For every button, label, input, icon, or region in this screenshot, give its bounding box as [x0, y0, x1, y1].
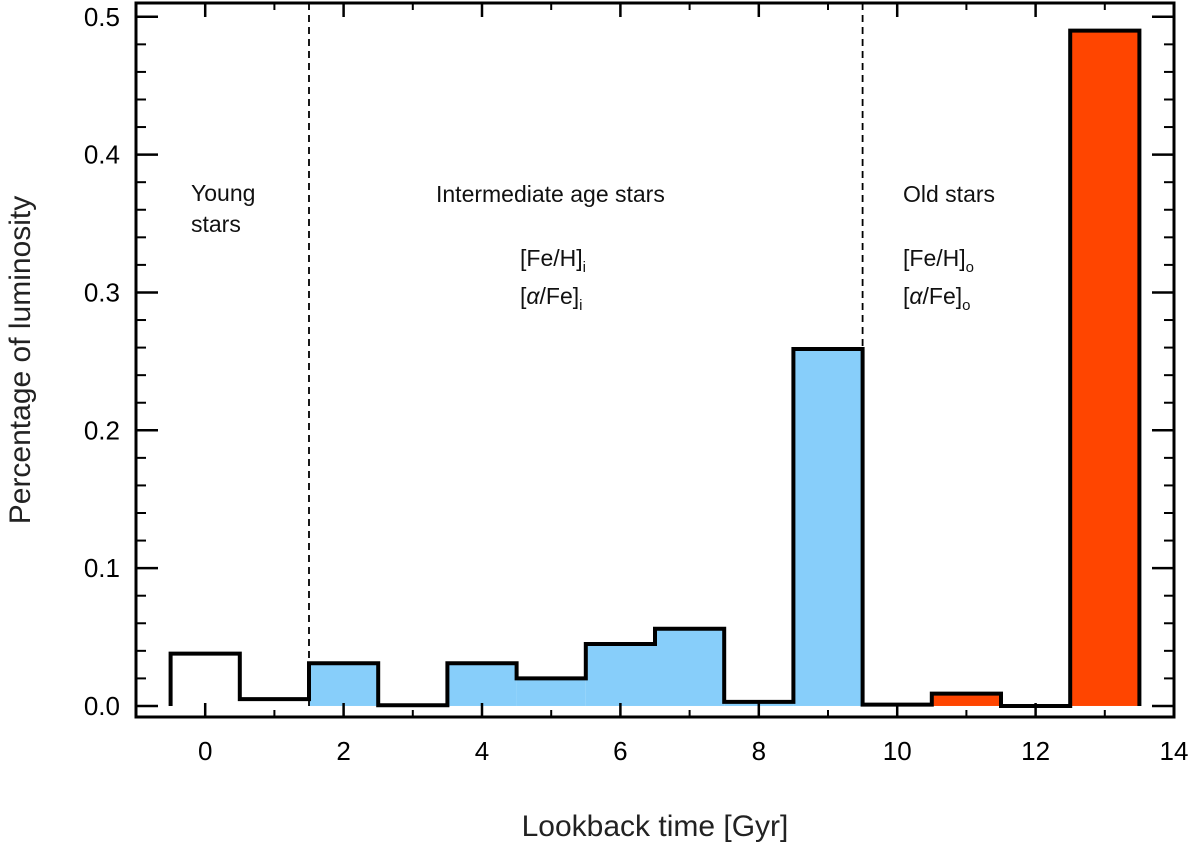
x-tick-label-4: 4: [475, 736, 489, 766]
annotation-afe-intermediate: [α/Fe]i: [520, 283, 582, 314]
afe-subscript-o: o: [962, 297, 970, 314]
x-tick-label-6: 6: [613, 736, 627, 766]
divider-lines: [308, 3, 864, 706]
x-tick-label-0: 0: [198, 736, 212, 766]
annotation-afe-old: [α/Fe]o: [903, 283, 970, 314]
annotation-intermediate: Intermediate age stars: [436, 181, 665, 207]
bar-4: [447, 663, 517, 706]
bar-2: [309, 663, 379, 706]
bar-6: [585, 643, 655, 706]
x-tick-label-8: 8: [752, 736, 766, 766]
feh-subscript-i: i: [583, 259, 586, 276]
afe-alpha-old: α: [909, 283, 923, 309]
y-axis-title: Percentage of luminosity: [4, 196, 37, 525]
feh-label-old: [Fe/H]: [903, 245, 966, 271]
y-tick-label-0.1: 0.1: [84, 553, 120, 583]
y-tick-label-0.2: 0.2: [84, 415, 120, 445]
bar-9: [793, 348, 863, 706]
afe-prefix-old: [: [903, 283, 910, 309]
histogram-outline: [168, 28, 1142, 708]
annotation-young-line1: Young: [191, 180, 255, 206]
annotation-old: Old stars: [903, 181, 995, 207]
afe-alpha: α: [526, 283, 540, 309]
afe-suffix: /Fe]: [540, 283, 580, 309]
feh-subscript-o: o: [966, 259, 974, 276]
y-tick-label-0.0: 0.0: [84, 691, 120, 721]
x-tick-label-12: 12: [1021, 736, 1050, 766]
bar-13: [1070, 30, 1140, 706]
x-tick-label-14: 14: [1160, 736, 1189, 766]
y-tick-label-0.5: 0.5: [84, 2, 120, 32]
afe-prefix: [: [520, 283, 527, 309]
axis-ticks: 0 2 4 6 8 10 12 14 0.0 0.1 0.2 0.3 0.4 0.5: [84, 2, 1189, 766]
x-tick-label-10: 10: [883, 736, 912, 766]
bar-0: [170, 653, 240, 706]
annotations: Young stars Intermediate age stars Old s…: [191, 180, 995, 314]
annotation-young-line2: stars: [191, 211, 241, 237]
y-tick-label-0.4: 0.4: [84, 140, 120, 170]
bar-11: [931, 693, 1001, 706]
afe-subscript-i: i: [579, 297, 582, 314]
annotation-feh-intermediate: [Fe/H]i: [520, 245, 586, 276]
x-axis-title: Lookback time [Gyr]: [522, 810, 789, 843]
annotation-feh-old: [Fe/H]o: [903, 245, 974, 276]
afe-suffix-old: /Fe]: [923, 283, 963, 309]
y-tick-label-0.3: 0.3: [84, 277, 120, 307]
plot-frame: [134, 1, 1176, 719]
bars-group: [168, 28, 1142, 708]
bar-5: [516, 678, 586, 706]
bar-7: [655, 628, 725, 706]
feh-label: [Fe/H]: [520, 245, 583, 271]
bar-1: [239, 699, 309, 706]
x-tick-label-2: 2: [336, 736, 350, 766]
